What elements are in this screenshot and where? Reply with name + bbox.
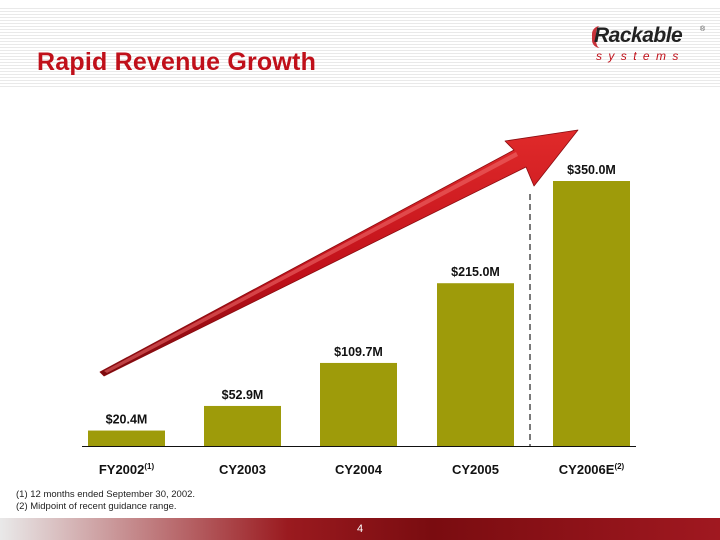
- logo-wordmark: Rackable: [594, 24, 683, 47]
- data-label: $350.0M: [567, 163, 616, 177]
- bar-cy2006e: [553, 181, 630, 446]
- page-number: 4: [356, 523, 364, 535]
- category-label: FY2002(1): [99, 462, 155, 477]
- registered-mark-icon: ®: [700, 26, 706, 33]
- slide-title: Rapid Revenue Growth: [37, 48, 317, 76]
- footer-bar: [0, 518, 720, 540]
- bar-fy2002: [88, 430, 165, 446]
- category-label: CY2005: [452, 462, 499, 477]
- growth-arrow-icon: [99, 129, 579, 377]
- header-stripes: [0, 6, 720, 88]
- data-label: $215.0M: [451, 265, 500, 279]
- bars-layer: [82, 181, 636, 447]
- category-label: CY2003: [219, 462, 266, 477]
- bar-cy2005: [437, 283, 514, 446]
- logo-subtitle: systems: [596, 49, 685, 63]
- logo-swoosh-icon: [592, 26, 610, 48]
- footnote-1: (1) 12 months ended September 30, 2002.: [16, 489, 196, 500]
- bar-cy2004: [320, 362, 397, 446]
- bar-cy2003: [204, 405, 281, 446]
- category-label: CY2004: [335, 462, 383, 477]
- data-label: $20.4M: [106, 413, 148, 427]
- data-label: $109.7M: [334, 345, 383, 359]
- category-label: CY2006E(2): [559, 462, 625, 477]
- labels-layer: $20.4M FY2002(1) $52.9M CY2003 $109.7M CY2004…: [99, 163, 625, 477]
- growth-arrow: [99, 129, 579, 377]
- footnote-2: (2) Midpoint of recent guidance range.: [16, 501, 177, 512]
- rackable-logo: Rackable ® systems: [586, 22, 710, 68]
- data-label: $52.9M: [222, 388, 264, 402]
- growth-arrow-highlight: [104, 152, 518, 373]
